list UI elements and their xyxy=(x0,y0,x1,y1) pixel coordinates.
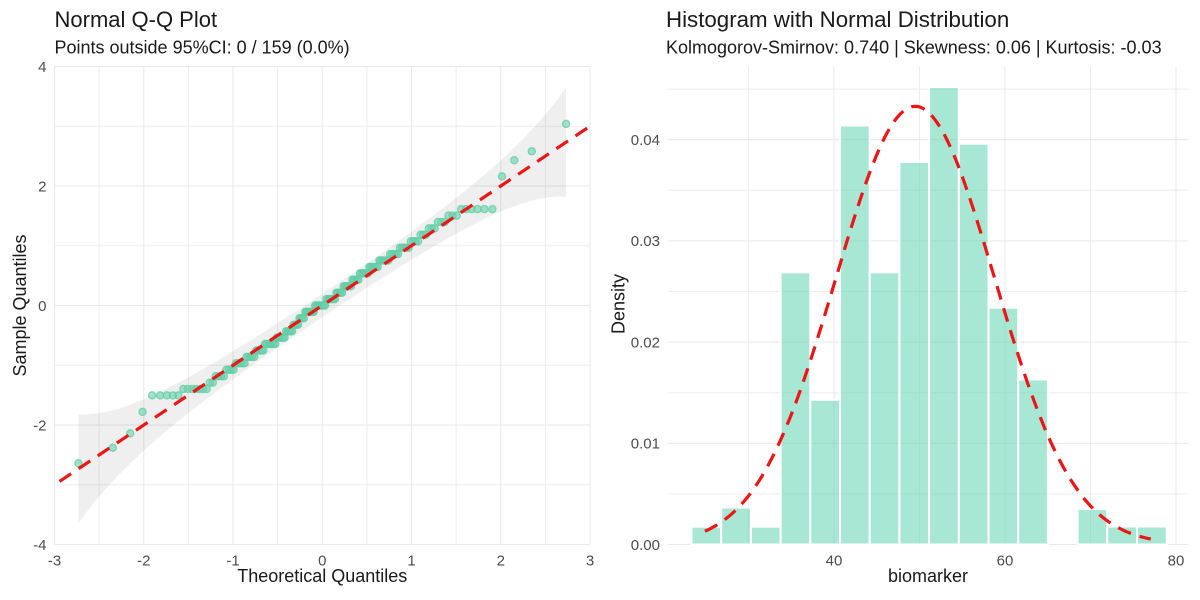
svg-text:Theoretical Quantiles: Theoretical Quantiles xyxy=(237,566,407,586)
svg-text:0.00: 0.00 xyxy=(631,537,660,554)
svg-text:-2: -2 xyxy=(33,417,46,434)
svg-text:4: 4 xyxy=(38,59,46,76)
svg-text:-1: -1 xyxy=(226,553,239,570)
svg-text:40: 40 xyxy=(826,553,843,570)
svg-text:60: 60 xyxy=(997,553,1014,570)
svg-text:2: 2 xyxy=(497,553,505,570)
svg-text:0: 0 xyxy=(38,298,46,315)
svg-text:Kolmogorov-Smirnov: 0.740 | Sk: Kolmogorov-Smirnov: 0.740 | Skewness: 0.… xyxy=(666,38,1162,58)
svg-text:Histogram with Normal Distribu: Histogram with Normal Distribution xyxy=(666,7,1009,32)
svg-text:1: 1 xyxy=(407,553,415,570)
svg-text:-4: -4 xyxy=(33,537,46,554)
svg-text:-3: -3 xyxy=(48,553,61,570)
svg-text:0.04: 0.04 xyxy=(631,132,660,149)
svg-text:0.02: 0.02 xyxy=(631,334,660,351)
svg-text:3: 3 xyxy=(586,553,594,570)
svg-text:0: 0 xyxy=(318,553,326,570)
svg-text:0.01: 0.01 xyxy=(631,436,660,453)
svg-text:biomarker: biomarker xyxy=(888,566,968,586)
svg-text:Points outside 95%CI: 0 / 159: Points outside 95%CI: 0 / 159 (0.0%) xyxy=(55,38,350,58)
svg-text:80: 80 xyxy=(1168,553,1185,570)
svg-text:2: 2 xyxy=(38,178,46,195)
svg-text:-2: -2 xyxy=(137,553,150,570)
svg-text:Sample Quantiles: Sample Quantiles xyxy=(10,234,30,376)
svg-text:Density: Density xyxy=(609,274,629,334)
svg-text:0.03: 0.03 xyxy=(631,233,660,250)
svg-text:Normal Q-Q Plot: Normal Q-Q Plot xyxy=(55,7,218,32)
